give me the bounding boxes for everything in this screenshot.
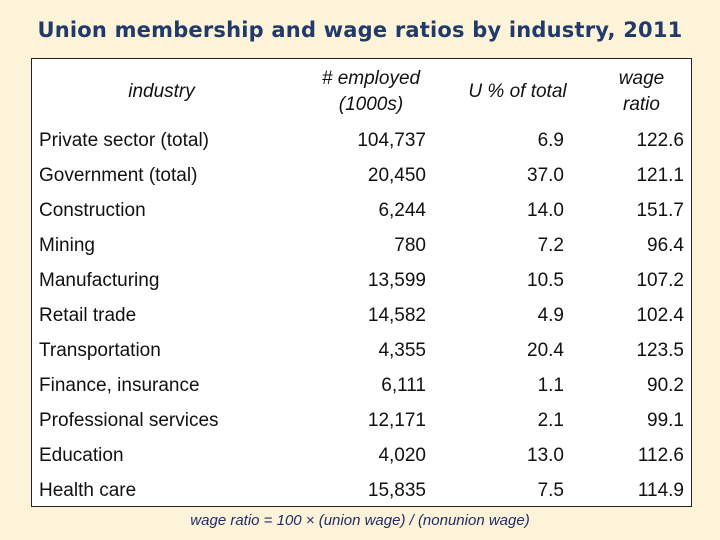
union-pct-cell: 13.0 <box>527 445 564 466</box>
union-pct-cell: 4.9 <box>537 305 564 326</box>
wage-ratio-cell: 96.4 <box>647 235 684 256</box>
wage-ratio-cell: 99.1 <box>647 410 684 431</box>
footnote: wage ratio = 100 × (union wage) / (nonun… <box>190 512 530 529</box>
industry-cell: Private sector (total) <box>39 130 209 151</box>
industry-cell: Transportation <box>39 340 161 361</box>
union-pct-cell: 7.5 <box>537 480 564 501</box>
header-industry: industry <box>32 59 291 125</box>
wage-ratio-cell: 112.6 <box>637 445 684 466</box>
union-pct-cell: 2.1 <box>537 410 564 431</box>
industry-cell: Education <box>39 445 124 466</box>
data-table: industry # employed (1000s) U % of total… <box>31 58 692 507</box>
employed-cell: 12,171 <box>367 410 426 431</box>
table-row: Health care 15,835 7.5 114.9 <box>32 473 691 508</box>
header-industry-label: industry <box>128 81 195 102</box>
industry-cell: Government (total) <box>39 165 198 186</box>
wage-ratio-cell: 122.6 <box>636 130 684 151</box>
page-title: Union membership and wage ratios by indu… <box>37 18 683 42</box>
table-row: Mining 780 7.2 96.4 <box>32 228 691 263</box>
industry-cell: Professional services <box>39 410 219 431</box>
table-row: Private sector (total) 104,737 6.9 122.6 <box>32 123 691 158</box>
header-wage-ratio: wage ratio <box>592 59 691 125</box>
wage-ratio-cell: 151.7 <box>636 200 684 221</box>
employed-cell: 20,450 <box>367 165 426 186</box>
union-pct-cell: 7.2 <box>537 235 564 256</box>
employed-cell: 15,835 <box>367 480 426 501</box>
union-pct-cell: 1.1 <box>537 375 564 396</box>
table-row: Manufacturing 13,599 10.5 107.2 <box>32 263 691 298</box>
wage-ratio-cell: 102.4 <box>636 305 684 326</box>
wage-ratio-cell: 123.5 <box>636 340 684 361</box>
employed-cell: 4,020 <box>378 445 426 466</box>
industry-cell: Construction <box>39 200 146 221</box>
employed-cell: 4,355 <box>378 340 426 361</box>
union-pct-cell: 14.0 <box>527 200 564 221</box>
table-row: Finance, insurance 6,111 1.1 90.2 <box>32 368 691 403</box>
wage-ratio-cell: 121.1 <box>636 165 684 186</box>
header-employed-line2: (1000s) <box>338 94 404 115</box>
header-union-pct-label: U % of total <box>468 81 567 102</box>
header-union-pct: U % of total <box>444 59 591 125</box>
industry-cell: Health care <box>39 480 137 501</box>
table-row: Retail trade 14,582 4.9 102.4 <box>32 298 691 333</box>
table-row: Construction 6,244 14.0 151.7 <box>32 193 691 228</box>
employed-cell: 104,737 <box>357 130 426 151</box>
employed-cell: 13,599 <box>367 270 426 291</box>
header-employed-line1: # employed <box>321 68 421 89</box>
union-pct-cell: 20.4 <box>527 340 564 361</box>
table-row: Education 4,020 13.0 112.6 <box>32 438 691 473</box>
table-row: Transportation 4,355 20.4 123.5 <box>32 333 691 368</box>
union-pct-cell: 37.0 <box>527 165 564 186</box>
industry-cell: Mining <box>39 235 95 256</box>
header-wage-line2: ratio <box>623 94 660 115</box>
employed-cell: 6,244 <box>378 200 426 221</box>
wage-ratio-cell: 90.2 <box>647 375 684 396</box>
union-pct-cell: 10.5 <box>527 270 564 291</box>
employed-cell: 780 <box>394 235 426 256</box>
union-pct-cell: 6.9 <box>537 130 564 151</box>
employed-cell: 14,582 <box>367 305 426 326</box>
wage-ratio-cell: 107.2 <box>636 270 684 291</box>
table-row: Professional services 12,171 2.1 99.1 <box>32 403 691 438</box>
table-row: Government (total) 20,450 37.0 121.1 <box>32 158 691 193</box>
header-wage-line1: wage <box>618 68 665 89</box>
employed-cell: 6,111 <box>381 375 426 396</box>
industry-cell: Manufacturing <box>39 270 160 291</box>
industry-cell: Retail trade <box>39 305 137 326</box>
header-employed: # employed (1000s) <box>291 59 451 125</box>
wage-ratio-cell: 114.9 <box>637 480 684 501</box>
industry-cell: Finance, insurance <box>39 375 200 396</box>
